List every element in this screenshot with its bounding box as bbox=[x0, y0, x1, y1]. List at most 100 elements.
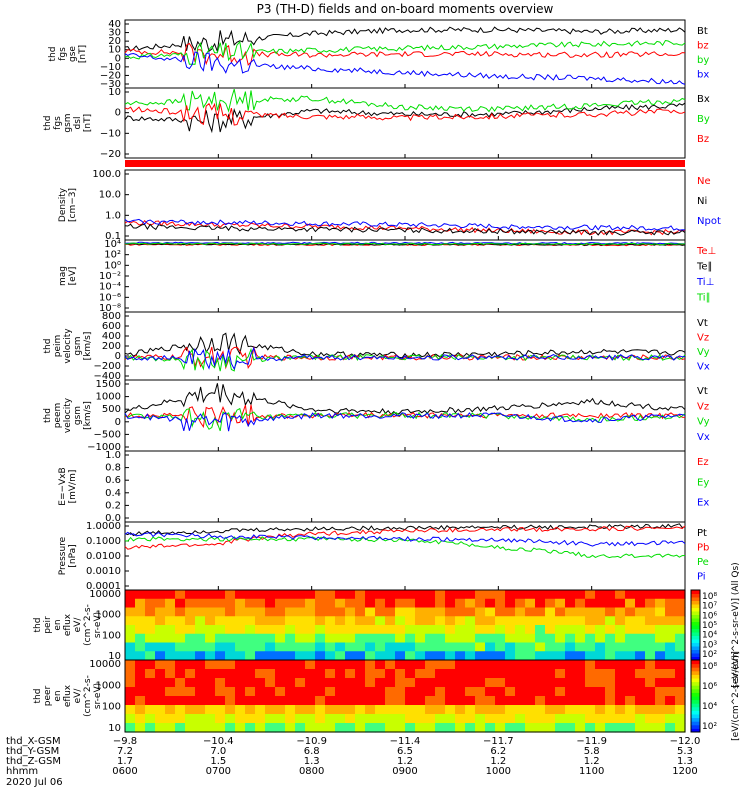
heatmap-cell bbox=[655, 714, 666, 724]
heatmap-cell bbox=[185, 678, 196, 688]
heatmap-cell bbox=[415, 687, 426, 697]
heatmap-cell bbox=[165, 669, 176, 679]
heatmap-cell bbox=[465, 598, 476, 609]
y-axis-label: dsl bbox=[73, 117, 83, 130]
heatmap-cell bbox=[365, 678, 376, 688]
heatmap-cell bbox=[305, 660, 316, 670]
heatmap-cell bbox=[215, 687, 226, 697]
heatmap-cell bbox=[675, 651, 686, 661]
heatmap-cell bbox=[245, 705, 256, 715]
y-axis-label: thd bbox=[43, 116, 53, 131]
heatmap-cell bbox=[155, 669, 166, 679]
heatmap-cell bbox=[365, 696, 376, 706]
heatmap-cell bbox=[265, 714, 276, 724]
heatmap-cell bbox=[325, 625, 336, 635]
heatmap-cell bbox=[395, 723, 406, 733]
heatmap-cell bbox=[215, 669, 226, 679]
heatmap-cell bbox=[245, 651, 256, 661]
colorbar-cell bbox=[691, 625, 700, 629]
heatmap-cell bbox=[575, 607, 586, 617]
heatmap-cell bbox=[555, 651, 566, 661]
heatmap-cell bbox=[195, 687, 206, 697]
heatmap-cell bbox=[245, 642, 256, 652]
colorbar-cell bbox=[691, 681, 700, 686]
heatmap-cell bbox=[535, 616, 546, 626]
heatmap-cell bbox=[415, 714, 426, 724]
heatmap-cell bbox=[625, 642, 636, 652]
series-line-pi bbox=[124, 531, 686, 547]
colorbar-cell bbox=[691, 717, 700, 722]
heatmap-cell bbox=[605, 669, 616, 679]
heatmap-cell bbox=[345, 633, 356, 644]
z-gsm-value: 1.2 bbox=[490, 756, 506, 767]
heatmap-cell bbox=[445, 669, 456, 679]
x-gsm-value: −11.4 bbox=[390, 736, 421, 747]
heatmap-cell bbox=[235, 714, 246, 724]
heatmap-cell bbox=[525, 678, 536, 688]
y-axis-label: sr-eV) bbox=[93, 683, 103, 709]
heatmap-cell bbox=[165, 625, 176, 635]
heatmap-cell bbox=[475, 651, 486, 661]
heatmap-cell bbox=[545, 598, 556, 609]
heatmap-cell bbox=[385, 660, 396, 670]
heatmap-cell bbox=[645, 669, 656, 679]
heatmap-cell bbox=[255, 625, 266, 635]
heatmap-cell bbox=[365, 607, 376, 617]
colorbar-cell bbox=[691, 660, 700, 665]
heatmap-cell bbox=[175, 590, 186, 600]
heatmap-cell bbox=[575, 669, 586, 679]
heatmap-cell bbox=[435, 633, 446, 644]
heatmap-cell bbox=[465, 678, 476, 688]
heatmap-cell bbox=[485, 598, 496, 609]
legend-pi: Pi bbox=[697, 572, 706, 583]
y-axis-label: thd bbox=[48, 47, 58, 62]
heatmap-cell bbox=[345, 651, 356, 661]
y-tick-label: 1000 bbox=[96, 680, 121, 691]
heatmap-cell bbox=[405, 714, 416, 724]
heatmap-cell bbox=[655, 678, 666, 688]
series-line-ni bbox=[124, 223, 686, 236]
heatmap-cell bbox=[195, 723, 206, 733]
heatmap-cell bbox=[635, 633, 646, 644]
heatmap-cell bbox=[585, 714, 596, 724]
heatmap-cell bbox=[225, 714, 236, 724]
heatmap-cell bbox=[285, 642, 296, 652]
heatmap-cell bbox=[385, 651, 396, 661]
heatmap-cell bbox=[155, 678, 166, 688]
heatmap-cell bbox=[225, 705, 236, 715]
heatmap-cell bbox=[225, 687, 236, 697]
y-gsm-value: 6.5 bbox=[397, 746, 413, 757]
heatmap-cell bbox=[505, 678, 516, 688]
heatmap-cell bbox=[615, 607, 626, 617]
heatmap-cell bbox=[375, 723, 386, 733]
y-tick-label: 0.0010 bbox=[86, 566, 121, 577]
heatmap-cell bbox=[295, 590, 306, 600]
heatmap-cell bbox=[405, 660, 416, 670]
heatmap-cell bbox=[195, 590, 206, 600]
heatmap-cell bbox=[385, 669, 396, 679]
heatmap-cell bbox=[395, 642, 406, 652]
colorbar-label: [eV/(cm^2-s-sr-eV)] (All Qs) bbox=[731, 562, 741, 687]
heatmap-cell bbox=[645, 705, 656, 715]
heatmap-cell bbox=[365, 714, 376, 724]
x-row-label: thd_Z-GSM bbox=[6, 756, 61, 767]
heatmap-cell bbox=[455, 696, 466, 706]
heatmap-cell bbox=[265, 660, 276, 670]
heatmap-cell bbox=[135, 607, 146, 617]
heatmap-cell bbox=[665, 633, 676, 644]
heatmap-cell bbox=[405, 598, 416, 609]
heatmap-cell bbox=[265, 633, 276, 644]
heatmap-cell bbox=[365, 616, 376, 626]
heatmap-cell bbox=[365, 669, 376, 679]
heatmap-cell bbox=[355, 687, 366, 697]
heatmap-cell bbox=[195, 669, 206, 679]
heatmap-cell bbox=[275, 696, 286, 706]
heatmap-cell bbox=[285, 616, 296, 626]
heatmap-cell bbox=[635, 651, 646, 661]
heatmap-cell bbox=[215, 625, 226, 635]
heatmap-cell bbox=[655, 590, 666, 600]
heatmap-cell bbox=[365, 705, 376, 715]
heatmap-cell bbox=[525, 607, 536, 617]
heatmap-cell bbox=[315, 678, 326, 688]
heatmap-cell bbox=[455, 669, 466, 679]
